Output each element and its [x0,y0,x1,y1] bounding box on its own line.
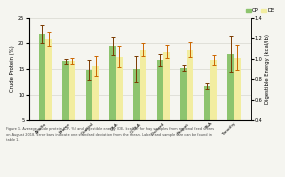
Y-axis label: Crude Protein (%): Crude Protein (%) [10,46,15,92]
Bar [38,34,45,146]
Bar [86,70,92,146]
Bar [204,86,211,146]
Bar [234,58,241,161]
Bar [116,57,123,161]
Bar [62,61,69,146]
Bar [157,60,163,146]
Y-axis label: Digestible Energy (kcal/lb): Digestible Energy (kcal/lb) [266,34,270,104]
Bar [92,66,99,161]
Bar [180,68,187,146]
Legend: CP, DE: CP, DE [244,6,277,15]
Bar [163,52,170,161]
Bar [69,61,76,161]
Bar [227,54,234,146]
Bar [140,50,146,161]
Bar [109,46,116,146]
Bar [45,39,52,161]
Bar [133,69,140,146]
Bar [187,50,194,161]
Bar [211,60,217,161]
Text: Figure 1. Average crude protein (CP, %) and digestible energy (DE, kcal/lb) for : Figure 1. Average crude protein (CP, %) … [6,127,214,142]
